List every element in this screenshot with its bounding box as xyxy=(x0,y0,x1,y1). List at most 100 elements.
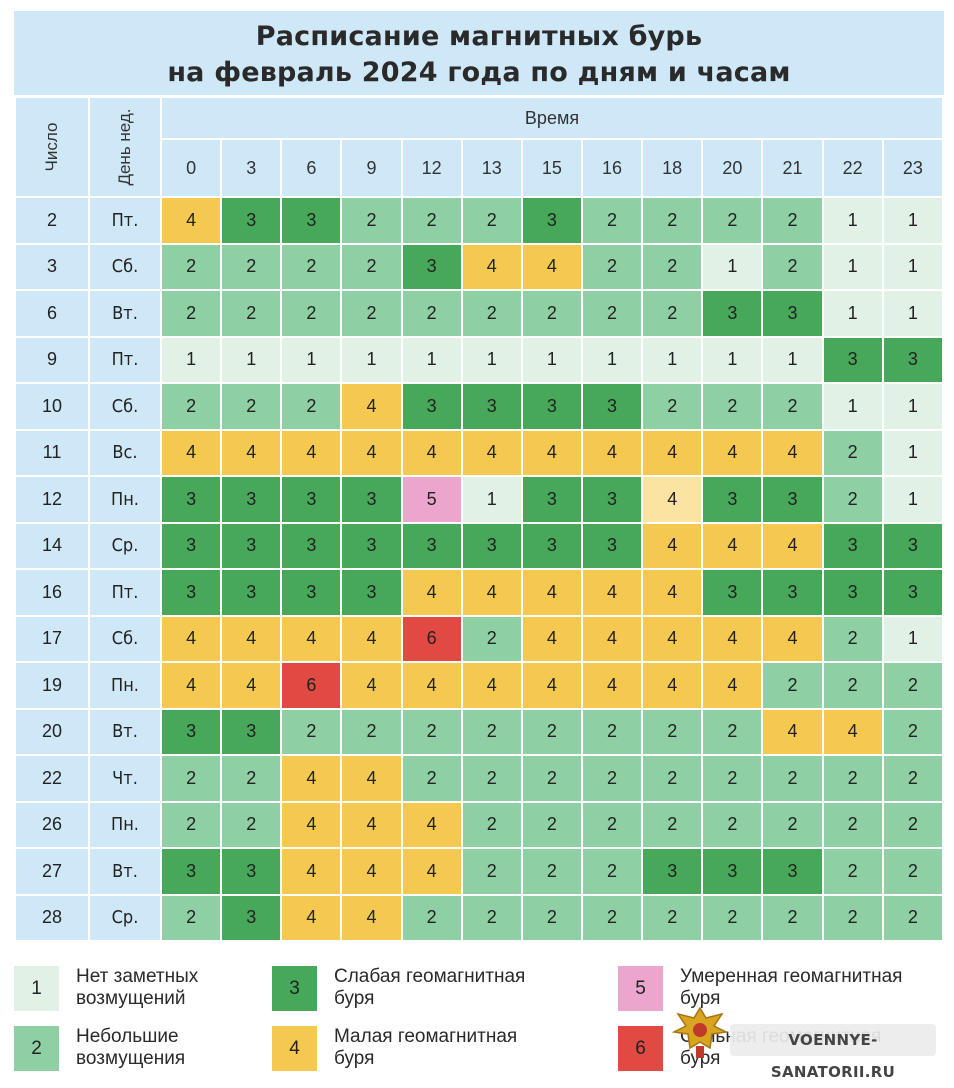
day-cell: 10 xyxy=(16,384,88,429)
storm-level-cell: 1 xyxy=(883,616,942,661)
storm-level-cell: 4 xyxy=(703,663,762,708)
storm-level-cell: 2 xyxy=(823,849,882,894)
storm-level-cell: 4 xyxy=(282,849,341,894)
storm-level-cell: 2 xyxy=(222,384,281,429)
table-row: 10 Сб. 2 2 2 4 3 3 3 3 2 2 2 1 1 xyxy=(16,384,942,429)
storm-level-cell: 3 xyxy=(222,849,281,894)
table-row: 9 Пт. 1 1 1 1 1 1 1 1 1 1 1 3 3 xyxy=(16,337,942,382)
day-cell: 2 xyxy=(16,198,88,243)
storm-level-cell: 1 xyxy=(823,244,882,289)
day-cell: 16 xyxy=(16,570,88,615)
storm-level-cell: 4 xyxy=(282,895,341,940)
storm-level-cell: 4 xyxy=(462,244,521,289)
storm-level-cell: 2 xyxy=(823,802,882,847)
storm-level-cell: 4 xyxy=(282,756,341,801)
storm-level-cell: 1 xyxy=(823,198,882,243)
storm-level-cell: 2 xyxy=(823,477,882,522)
storm-level-cell: 2 xyxy=(703,895,762,940)
storm-level-cell: 3 xyxy=(522,384,581,429)
storm-level-cell: 4 xyxy=(342,849,401,894)
storm-level-cell: 2 xyxy=(402,198,461,243)
storm-level-cell: 4 xyxy=(342,430,401,475)
table-row: 22 Чт. 2 2 4 4 2 2 2 2 2 2 2 2 2 xyxy=(16,756,942,801)
storm-level-cell: 2 xyxy=(282,291,341,336)
storm-level-cell: 3 xyxy=(342,523,401,568)
storm-level-cell: 2 xyxy=(883,849,942,894)
storm-level-cell: 2 xyxy=(763,895,822,940)
storm-level-cell: 1 xyxy=(703,244,762,289)
header-time: Время xyxy=(162,98,942,138)
storm-level-cell: 2 xyxy=(643,384,702,429)
storm-level-cell: 1 xyxy=(462,337,521,382)
storm-level-cell: 1 xyxy=(342,337,401,382)
weekday-cell: Ср. xyxy=(90,523,160,568)
storm-level-cell: 2 xyxy=(883,802,942,847)
storm-level-cell: 3 xyxy=(883,523,942,568)
day-cell: 12 xyxy=(16,477,88,522)
weekday-cell: Пт. xyxy=(90,337,160,382)
storm-level-cell: 2 xyxy=(582,895,642,940)
storm-level-cell: 3 xyxy=(703,570,762,615)
hour-header: 12 xyxy=(402,140,461,196)
storm-level-cell: 2 xyxy=(282,244,341,289)
day-cell: 27 xyxy=(16,849,88,894)
table-row: 26 Пн. 2 2 4 4 4 2 2 2 2 2 2 2 2 xyxy=(16,802,942,847)
storm-level-cell: 4 xyxy=(462,663,521,708)
storm-level-cell: 4 xyxy=(522,430,581,475)
day-cell: 11 xyxy=(16,430,88,475)
storm-level-cell: 2 xyxy=(823,430,882,475)
storm-level-cell: 2 xyxy=(222,291,281,336)
storm-level-cell: 4 xyxy=(643,570,702,615)
storm-level-cell: 4 xyxy=(282,616,341,661)
storm-level-cell: 2 xyxy=(763,384,822,429)
legend-label-5: Умеренная геомагнитная буря xyxy=(680,966,902,1010)
storm-level-cell: 1 xyxy=(883,198,942,243)
table-row: 3 Сб. 2 2 2 2 3 4 4 2 2 1 2 1 1 xyxy=(16,244,942,289)
storm-level-cell: 2 xyxy=(342,244,401,289)
weekday-cell: Сб. xyxy=(90,616,160,661)
storm-level-cell: 4 xyxy=(402,802,461,847)
storm-level-cell: 3 xyxy=(222,198,281,243)
table-row: 20 Вт. 3 3 2 2 2 2 2 2 2 2 4 4 2 xyxy=(16,709,942,754)
storm-level-cell: 4 xyxy=(643,477,702,522)
storm-level-cell: 2 xyxy=(883,709,942,754)
storm-level-cell: 4 xyxy=(763,523,822,568)
storm-level-cell: 4 xyxy=(402,663,461,708)
storm-level-cell: 2 xyxy=(282,384,341,429)
storm-level-cell: 3 xyxy=(703,291,762,336)
table-row: 11 Вс. 4 4 4 4 4 4 4 4 4 4 4 2 1 xyxy=(16,430,942,475)
weekday-cell: Чт. xyxy=(90,756,160,801)
storm-level-cell: 3 xyxy=(222,570,281,615)
site-logo xyxy=(670,1002,936,1064)
storm-level-cell: 2 xyxy=(582,244,642,289)
storm-level-cell: 3 xyxy=(282,477,341,522)
storm-level-cell: 3 xyxy=(763,849,822,894)
table-row: 12 Пн. 3 3 3 3 5 1 3 3 4 3 3 2 1 xyxy=(16,477,942,522)
storm-level-cell: 1 xyxy=(582,337,642,382)
table-row: 28 Ср. 2 3 4 4 2 2 2 2 2 2 2 2 2 xyxy=(16,895,942,940)
hour-header: 0 xyxy=(162,140,221,196)
storm-level-cell: 3 xyxy=(282,523,341,568)
hour-header: 21 xyxy=(763,140,822,196)
storm-level-cell: 4 xyxy=(763,616,822,661)
storm-level-cell: 2 xyxy=(462,802,521,847)
storm-level-cell: 3 xyxy=(402,244,461,289)
hour-header: 6 xyxy=(282,140,341,196)
hour-header: 23 xyxy=(883,140,942,196)
day-cell: 20 xyxy=(16,709,88,754)
storm-level-cell: 2 xyxy=(823,663,882,708)
table-row: 17 Сб. 4 4 4 4 6 2 4 4 4 4 4 2 1 xyxy=(16,616,942,661)
storm-level-cell: 4 xyxy=(582,430,642,475)
storm-level-cell: 2 xyxy=(703,802,762,847)
storm-level-cell: 4 xyxy=(222,616,281,661)
storm-level-cell: 1 xyxy=(703,337,762,382)
storm-level-cell: 2 xyxy=(462,709,521,754)
hour-header: 18 xyxy=(643,140,702,196)
weekday-cell: Пт. xyxy=(90,198,160,243)
storm-level-cell: 2 xyxy=(703,756,762,801)
header-day: Число xyxy=(16,98,88,196)
storm-level-cell: 2 xyxy=(582,802,642,847)
storm-level-cell: 2 xyxy=(703,198,762,243)
storm-level-cell: 3 xyxy=(222,709,281,754)
storm-level-cell: 3 xyxy=(763,291,822,336)
